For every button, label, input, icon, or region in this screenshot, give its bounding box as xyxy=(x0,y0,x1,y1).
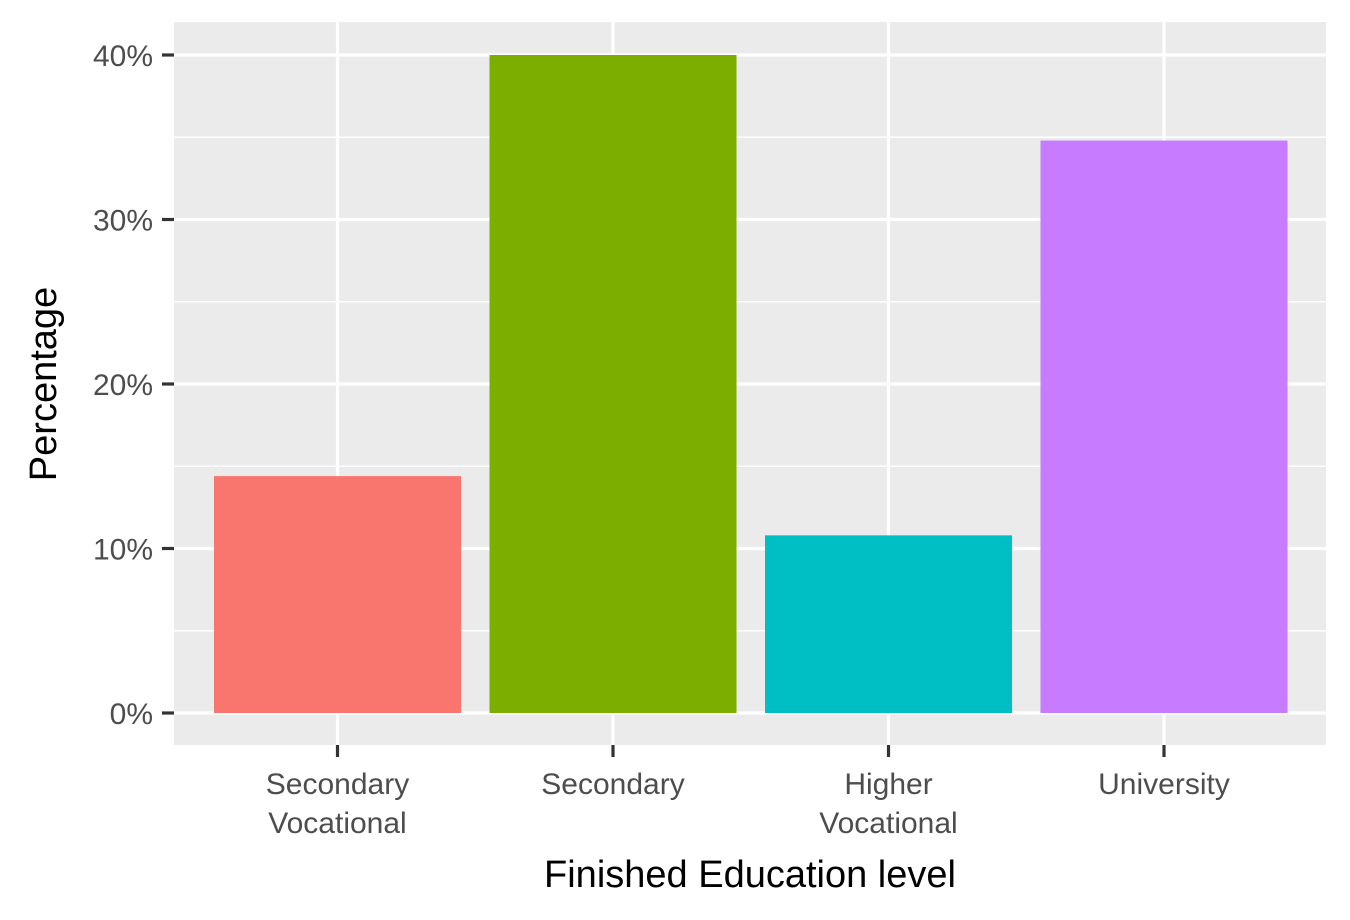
bar xyxy=(489,55,737,713)
y-tick-label: 30% xyxy=(93,205,153,238)
x-tick-label: University xyxy=(1098,768,1230,801)
bars xyxy=(214,55,1288,714)
bar xyxy=(765,535,1012,713)
x-tick-label: Higher Vocational xyxy=(819,768,957,840)
bar xyxy=(214,476,461,713)
y-tick-label: 10% xyxy=(93,534,153,567)
y-axis-title: Percentage xyxy=(23,287,65,481)
y-tick-label: 40% xyxy=(93,40,153,73)
x-axis-title: Finished Education level xyxy=(544,854,956,896)
bar xyxy=(1040,140,1288,714)
y-axis: 0% 10% 20% 30% 40% xyxy=(93,40,174,731)
x-axis: Secondary Vocational Secondary Higher Vocati… xyxy=(266,745,1230,840)
x-tick-label: Secondary Vocational xyxy=(266,768,409,840)
x-tick-label: Secondary xyxy=(541,768,684,801)
y-tick-label: 20% xyxy=(93,369,153,402)
y-tick-label: 0% xyxy=(110,698,153,731)
